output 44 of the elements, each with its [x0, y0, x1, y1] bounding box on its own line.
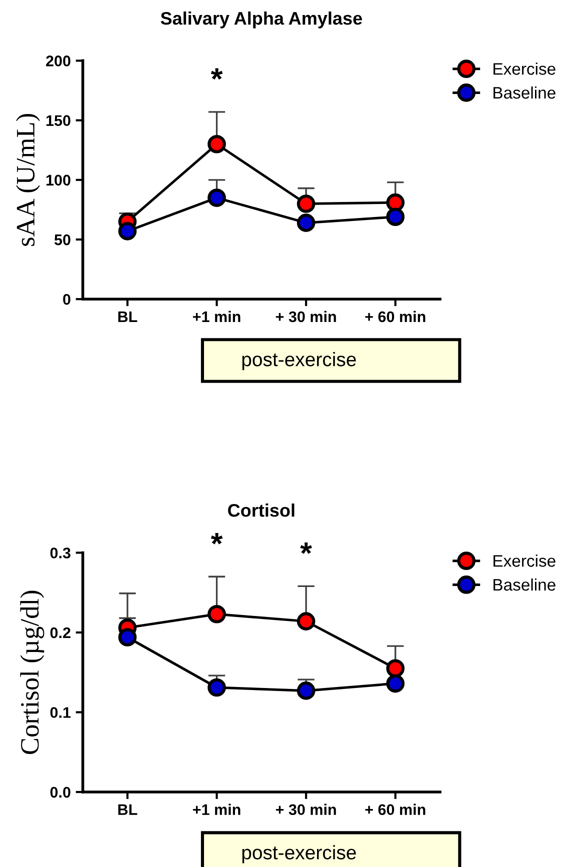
y-tick-label: 50: [54, 234, 70, 246]
text: post-exercise: [242, 845, 356, 864]
point: [208, 134, 226, 154]
x-tick-label: + 60 min: [365, 804, 426, 816]
x-tick-label: + 30 min: [276, 804, 336, 816]
point: [118, 628, 137, 646]
legend-label: Baseline: [494, 578, 556, 591]
point: [208, 604, 226, 624]
point: [296, 214, 316, 232]
point: [386, 208, 405, 226]
y-axis-title: sAA (U/mL): [16, 114, 40, 246]
point: [208, 188, 226, 207]
annotation: *: [210, 68, 223, 80]
legend-label: Baseline: [494, 86, 556, 99]
chart-title: Salivary Alpha Amylase: [160, 11, 362, 28]
point: [296, 612, 316, 630]
x-tick-label: +1 min: [192, 804, 240, 815]
point: [208, 678, 226, 697]
point: [296, 682, 316, 700]
x-tick-label: + 60 min: [365, 310, 426, 322]
x-tick-label: + 30 min: [276, 310, 336, 322]
chart-title: Cortisol: [228, 504, 294, 517]
text: post-exercise: [242, 352, 356, 370]
y-tick-label: 0.0: [50, 786, 70, 798]
y-tick-label: 0.1: [50, 707, 71, 718]
text: *: [210, 532, 223, 544]
annotation: *: [300, 542, 312, 554]
y-tick-label: 200: [46, 56, 70, 66]
y-tick-label: 0.2: [50, 627, 70, 638]
point: [386, 674, 405, 693]
y-tick-label: 0.3: [50, 548, 70, 558]
point: [386, 659, 405, 678]
point: [296, 194, 316, 213]
y-tick-label: 150: [46, 115, 70, 126]
x-tick-label: BL: [118, 311, 138, 322]
x-tick-label: BL: [118, 804, 138, 815]
y-tick-label: 100: [46, 174, 70, 186]
legend-label: Exercise: [494, 554, 556, 567]
legend-label: Exercise: [494, 62, 556, 75]
y-tick-label: 0: [63, 294, 70, 305]
y-axis-title: Cortisol (µg/dl): [20, 590, 44, 754]
point: [118, 222, 137, 240]
point: [386, 193, 405, 212]
x-tick-label: +1 min: [192, 310, 240, 322]
